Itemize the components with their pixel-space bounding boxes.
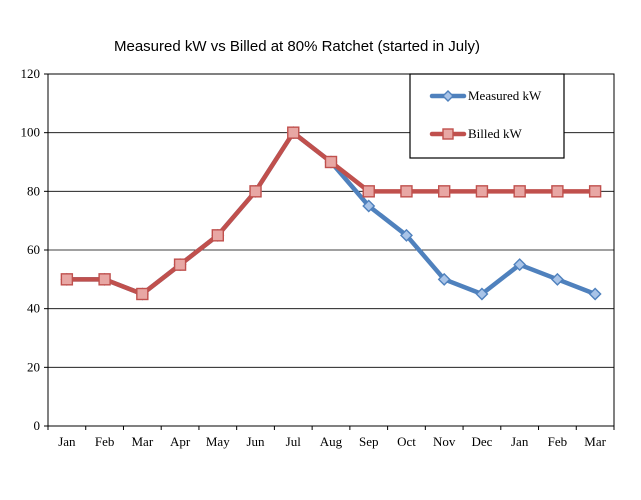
data-point [60, 273, 74, 286]
legend-marker [442, 90, 454, 102]
y-axis: 0 20 40 60 80 100 120 [21, 66, 48, 433]
data-point [400, 185, 413, 198]
x-tick-label: Mar [131, 434, 153, 449]
x-tick-label: May [206, 434, 230, 449]
data-point [550, 272, 564, 286]
data-point [362, 199, 376, 213]
data-point [513, 258, 527, 272]
y-tick-label: 100 [21, 125, 41, 140]
x-tick-label: Mar [584, 434, 606, 449]
data-point [136, 287, 149, 301]
y-tick-label: 0 [34, 418, 41, 433]
chart-title: Measured kW vs Billed at 80% Ratchet (st… [114, 38, 480, 55]
data-point [287, 126, 300, 139]
y-tick-label: 60 [27, 242, 40, 257]
legend-label: Measured kW [468, 88, 542, 103]
x-tick-label: Apr [170, 434, 191, 449]
data-point [211, 229, 225, 242]
x-tick-label: Feb [548, 434, 568, 449]
legend: Measured kW Billed kW [409, 73, 565, 159]
x-tick-label: Jul [286, 434, 302, 449]
data-point [588, 287, 602, 301]
data-point [98, 273, 111, 286]
x-tick-label: Sep [359, 434, 379, 449]
y-tick-label: 120 [21, 66, 41, 81]
legend-box [409, 73, 565, 159]
x-tick-label: Nov [433, 434, 456, 449]
x-tick-label: Feb [95, 434, 115, 449]
legend-item-measured-kw: Measured kW [429, 88, 542, 103]
data-point [588, 185, 602, 198]
x-tick-label: Oct [397, 434, 416, 449]
x-tick-label: Dec [471, 434, 492, 449]
x-tick-label: Aug [320, 434, 343, 449]
data-point [249, 185, 262, 198]
x-tick-label: Jan [58, 434, 76, 449]
y-tick-label: 40 [27, 301, 40, 316]
data-point [475, 185, 489, 198]
x-axis: Jan Feb Mar Apr May Jun Jul Aug Sep Oct Nov Dec Jan F… [47, 426, 615, 449]
data-point [551, 185, 564, 198]
data-point [362, 185, 375, 198]
series-layer [60, 126, 602, 301]
y-tick-label: 20 [27, 359, 40, 374]
data-point [173, 258, 187, 271]
data-point [513, 185, 526, 198]
y-tick-label: 80 [27, 183, 40, 198]
data-point [324, 155, 338, 169]
data-point [437, 272, 451, 286]
data-point [399, 228, 413, 242]
legend-item-billed-kw: Billed kW [429, 126, 523, 141]
series-billed-kw [60, 126, 602, 301]
legend-label: Billed kW [468, 126, 523, 141]
x-tick-label: Jun [247, 434, 266, 449]
data-point [475, 287, 489, 301]
legend-marker [442, 128, 454, 140]
data-point [438, 185, 451, 198]
x-tick-label: Jan [511, 434, 529, 449]
